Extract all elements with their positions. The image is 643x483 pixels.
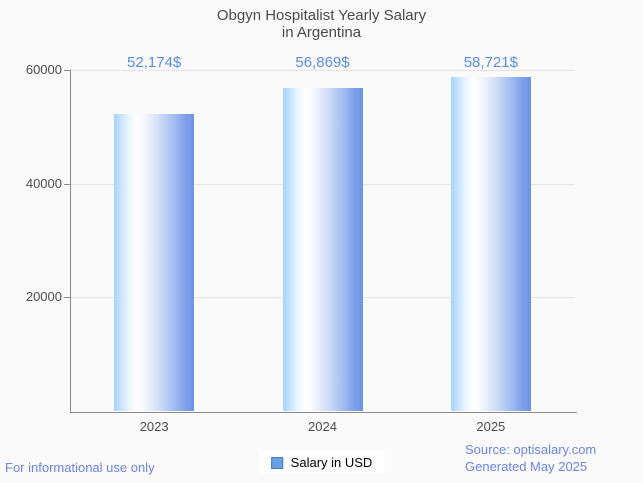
legend-label: Salary in USD bbox=[290, 455, 373, 470]
chart-title-line1: Obgyn Hospitalist Yearly Salary bbox=[216, 7, 427, 24]
bar-value-label: 58,721$ bbox=[463, 54, 518, 71]
y-gridline bbox=[70, 70, 575, 71]
y-axis-tick-label: 40000 bbox=[25, 175, 62, 191]
source-block: Source: optisalary.com Generated May 202… bbox=[465, 441, 596, 475]
chart-title-line2: in Argentina bbox=[281, 24, 362, 41]
y-axis-line bbox=[70, 70, 71, 412]
bar-2023 bbox=[114, 114, 195, 411]
bar-2025 bbox=[450, 77, 531, 411]
generated-date: Generated May 2025 bbox=[465, 459, 588, 474]
x-axis-category-label: 2023 bbox=[139, 419, 169, 434]
legend-item-salary: Salary in USD bbox=[258, 451, 385, 474]
y-axis-tick-label: 60000 bbox=[25, 62, 62, 77]
bar-value-label: 56,869$ bbox=[295, 54, 350, 71]
y-axis-tick bbox=[64, 183, 70, 185]
y-axis-tick-label: 20000 bbox=[25, 289, 62, 305]
x-axis-category-label: 2025 bbox=[476, 419, 506, 434]
source-link[interactable]: Source: optisalary.com bbox=[465, 442, 597, 457]
legend-marker-icon bbox=[270, 456, 283, 469]
bar-value-label: 52,174$ bbox=[127, 54, 182, 71]
x-axis-line bbox=[70, 412, 577, 413]
bar-2024 bbox=[282, 87, 363, 411]
y-axis-tick bbox=[64, 297, 70, 299]
disclaimer-text: For informational use only bbox=[5, 460, 155, 475]
chart-title: Obgyn Hospitalist Yearly Salary in Argen… bbox=[0, 7, 643, 41]
x-axis-category-label: 2024 bbox=[308, 419, 337, 434]
y-axis-tick bbox=[64, 70, 70, 71]
